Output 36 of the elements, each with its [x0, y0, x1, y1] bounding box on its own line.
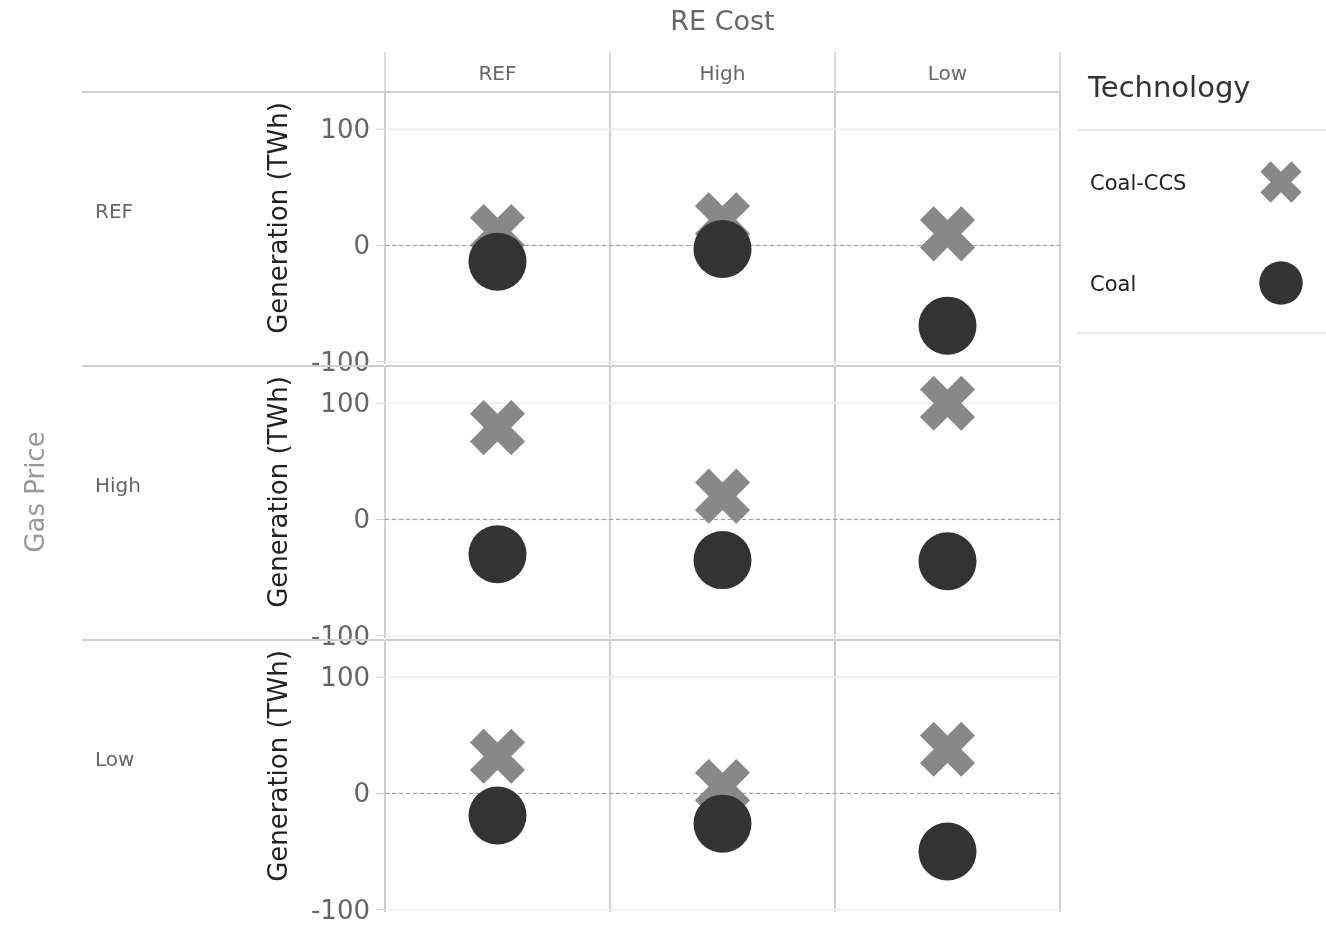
point	[918, 532, 977, 591]
y-tick-label: 0	[353, 778, 370, 809]
point	[919, 375, 976, 431]
y-tick-label: 0	[353, 504, 370, 535]
text: Gas Price	[20, 431, 50, 553]
point	[918, 822, 977, 881]
y-tick-label: 100	[320, 114, 370, 145]
point	[693, 219, 752, 278]
x-tick-label: Low	[927, 61, 968, 85]
y-tick-label: 100	[320, 388, 370, 419]
x-axis-title: RE Cost	[670, 5, 775, 36]
y-axis-title: Generation (TWh)	[263, 102, 293, 334]
point	[694, 468, 751, 524]
y-axis-title: Generation (TWh)	[263, 376, 293, 608]
point	[919, 206, 976, 262]
text: REF	[95, 199, 134, 223]
y-tick-label: 100	[320, 662, 370, 693]
point	[693, 531, 752, 590]
legend-title: Technology	[1087, 70, 1251, 104]
point	[468, 786, 527, 845]
text: Coal	[1090, 272, 1137, 296]
point	[468, 525, 527, 584]
text: High	[95, 473, 141, 497]
y-tick-label: 0	[353, 230, 370, 261]
point	[468, 232, 527, 291]
text: Coal-CCS	[1090, 171, 1187, 195]
point	[469, 400, 526, 456]
y-tick-label: -100	[310, 894, 370, 925]
x-tick-label: High	[699, 61, 746, 85]
y-axis-title: Generation (TWh)	[263, 650, 293, 882]
text: Low	[95, 747, 135, 771]
point	[919, 721, 976, 777]
point	[469, 728, 526, 784]
point	[918, 296, 977, 355]
point	[693, 794, 752, 853]
x-tick-label: REF	[478, 61, 517, 85]
